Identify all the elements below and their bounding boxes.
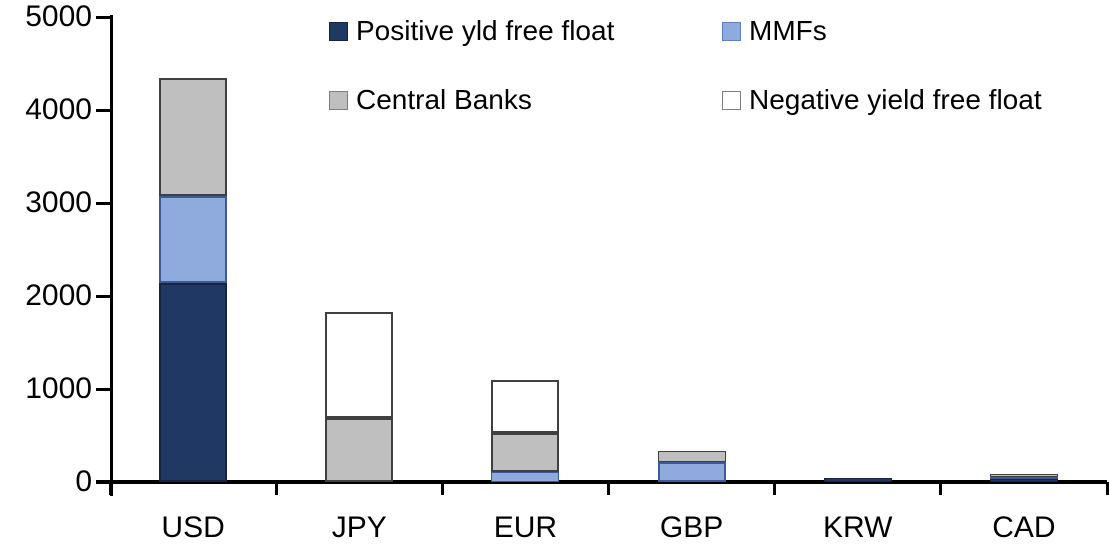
y-axis-line	[110, 15, 113, 496]
y-axis-label: 1000	[25, 372, 92, 405]
legend-swatch-central-banks	[329, 90, 348, 110]
x-axis-tick	[274, 482, 278, 495]
x-axis-tick	[108, 482, 112, 495]
y-axis-label: 4000	[25, 93, 92, 126]
bar-segment-usd	[159, 282, 228, 482]
bar-segment-eur	[491, 432, 560, 473]
legend-swatch-mmfs	[722, 21, 741, 41]
x-axis-label: CAD	[992, 511, 1056, 544]
x-axis-label: USD	[161, 511, 225, 544]
x-axis-tick	[1105, 482, 1109, 495]
x-axis-tick	[773, 482, 777, 495]
bar-segment-jpy	[325, 311, 394, 418]
y-axis-tick	[96, 294, 110, 298]
legend-item-mmfs: MMFs	[722, 15, 827, 47]
legend-label: Central Banks	[356, 84, 532, 115]
bar-segment-usd	[159, 196, 228, 283]
legend-label: Negative yield free float	[749, 84, 1042, 115]
y-axis-tick	[96, 201, 110, 205]
bar-segment-usd	[159, 78, 228, 197]
bar-segment-gbp	[657, 462, 726, 482]
legend-item-negative-yield-free-float: Negative yield free float	[722, 84, 1042, 116]
y-axis-tick	[96, 480, 110, 484]
x-axis-tick	[607, 482, 610, 495]
x-axis-label: GBP	[659, 511, 724, 544]
y-axis-label: 2000	[25, 279, 92, 312]
bar-segment-krw	[823, 477, 892, 482]
bar-segment-cad	[989, 479, 1058, 482]
bar-segment-eur	[491, 379, 560, 433]
legend-item-positive-yld-free-float: Positive yld free float	[329, 15, 614, 47]
bar-segment-cad	[989, 477, 1058, 480]
legend-label: MMFs	[749, 15, 827, 46]
x-axis-line	[96, 480, 1107, 484]
legend-swatch-negative-yield-free-float	[722, 90, 741, 110]
x-axis-label: EUR	[493, 511, 558, 544]
bar-segment-cad	[989, 474, 1058, 478]
legend-label: Positive yld free float	[356, 15, 615, 46]
x-axis-label: KRW	[823, 511, 893, 544]
x-axis-tick	[939, 482, 943, 495]
legend-item-central-banks: Central Banks	[329, 84, 532, 116]
y-axis-tick	[96, 108, 110, 112]
x-axis-label: JPY	[331, 511, 387, 544]
legend-swatch-positive-yld-free-float	[329, 21, 348, 41]
x-axis-tick	[440, 482, 444, 495]
y-axis-tick	[96, 387, 110, 391]
bar-segment-gbp	[657, 450, 726, 462]
y-axis-label: 0	[75, 465, 92, 498]
y-axis-label: 5000	[25, 0, 92, 33]
bar-segment-jpy	[325, 417, 394, 482]
y-axis-tick	[96, 15, 110, 19]
bar-segment-eur	[491, 472, 560, 482]
y-axis-label: 3000	[25, 186, 92, 219]
